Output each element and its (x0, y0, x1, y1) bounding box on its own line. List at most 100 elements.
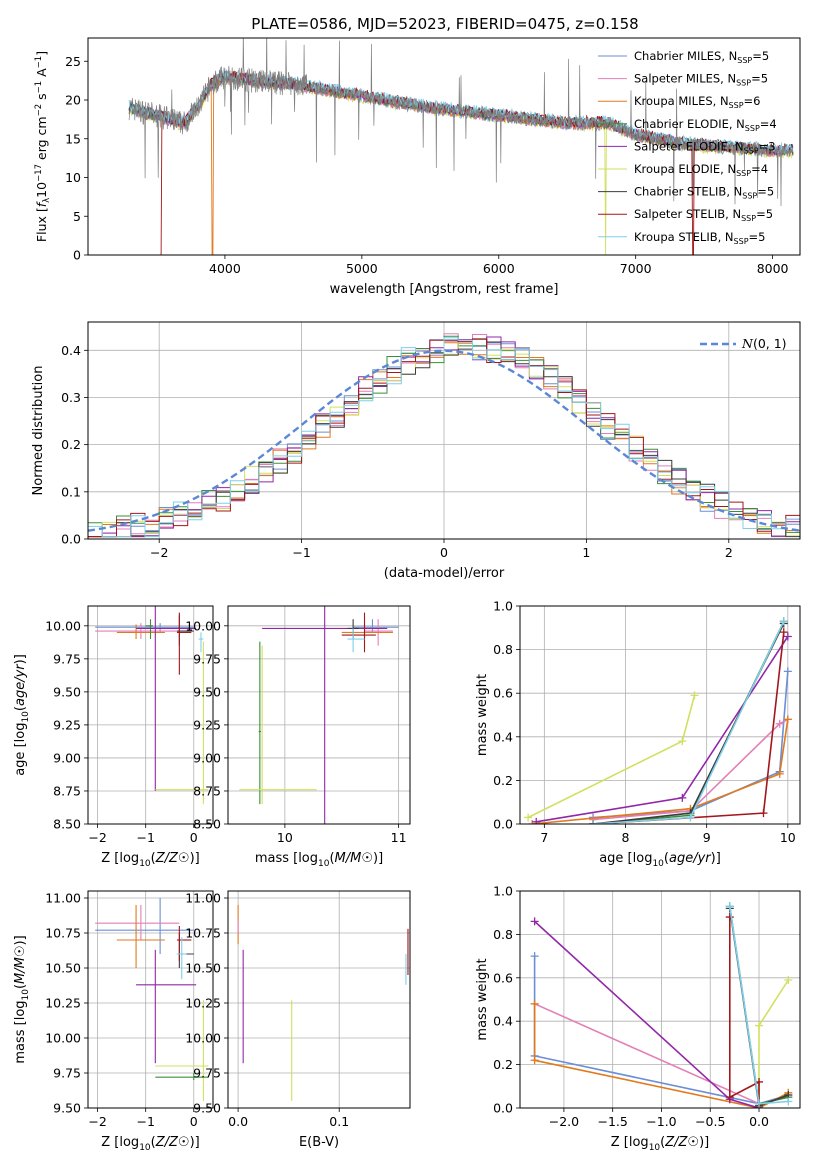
weight-line (592, 623, 785, 824)
legend-label: Salpeter STELIB, NSSP=5 (634, 207, 773, 223)
weight-vs-Z-x-label: Z [log10(Z/Z☉)] (611, 1135, 709, 1153)
x-tick-label: 6000 (483, 261, 515, 276)
label-part: )] (711, 851, 721, 866)
y-tick-label: 9.50 (53, 1101, 81, 1116)
residual-histogram-step (88, 337, 800, 538)
x-tick-label: −0.5 (695, 1114, 725, 1129)
label-part: mass [log (13, 1000, 28, 1063)
legend-label: Chabrier STELIB, NSSP=5 (634, 185, 774, 201)
figure-title: PLATE=0586, MJD=52023, FIBERID=0475, z=0… (251, 15, 638, 33)
label-part: 10 (21, 711, 31, 723)
label-part: SSP (736, 169, 751, 178)
label-part: ( (13, 706, 28, 711)
label-part: ( (151, 851, 156, 866)
mass-vs-Z-y-label: mass [log10(M/M☉)] (13, 935, 31, 1063)
label-part: 10 (318, 859, 330, 869)
axes-frame-age_vs_mass (227, 605, 411, 825)
label-part: mass [log (255, 851, 318, 866)
x-tick-label: 10 (277, 830, 293, 845)
weight_vs_age-y-label: mass weight (475, 674, 490, 756)
x-tick-label: −1.5 (598, 1114, 628, 1129)
residual-histograms (88, 333, 800, 538)
x-tick-label: 5000 (346, 261, 378, 276)
age-vs-Z-x-label: Z [log10(Z/Z☉)] (101, 851, 199, 869)
label-part: f (34, 201, 49, 207)
label-part: SSP (745, 124, 760, 133)
y-tick-label: 8.75 (53, 783, 81, 798)
label-part: )] (190, 851, 200, 866)
data-spectrum-line (128, 38, 794, 207)
weight-line (729, 917, 760, 1108)
y-tick-label: 9.25 (53, 717, 81, 732)
y-tick-label: 0.6 (493, 686, 513, 701)
label-part: Flux [ (34, 207, 49, 242)
weight-line (592, 718, 789, 821)
y-tick-label: 10.00 (185, 618, 221, 633)
label-part: ( (151, 1135, 156, 1150)
age_vs_mass-errorbars (239, 606, 399, 824)
weight-line (592, 620, 785, 824)
weight-marker (678, 737, 687, 746)
y-tick-label: 0 (73, 248, 81, 263)
label-part: Chabrier ELODIE, N (634, 117, 745, 131)
y-tick-label: 9.00 (193, 750, 221, 765)
x-tick-label: 7 (540, 830, 548, 845)
axes-frame-weight_vs_age (519, 605, 801, 825)
label-part: =6 (744, 94, 761, 108)
legend-label: Salpeter ELODIE, NSSP=3 (634, 139, 776, 155)
weight-marker (755, 1099, 764, 1108)
weight-marker (528, 820, 537, 824)
weight-marker (775, 719, 784, 728)
label-part: 10 (21, 989, 31, 1001)
label-part: SSP (734, 237, 749, 246)
label-part: age [log (599, 851, 652, 866)
label-part: ] (34, 51, 49, 56)
weight-marker (779, 628, 788, 637)
y-tick-label: 0.1 (61, 484, 81, 499)
x-tick-label: 8000 (757, 261, 789, 276)
y-tick-label: 9.75 (193, 651, 221, 666)
label-part: )] (13, 654, 28, 664)
normal-curve (88, 349, 800, 532)
label-part: Chabrier MILES, N (634, 49, 737, 63)
weight-line (592, 632, 785, 824)
y-tick-label: 0.2 (493, 773, 513, 788)
label-part: )] (373, 851, 383, 866)
x-tick-label: 0.0 (228, 1114, 248, 1129)
y-tick-label: 10.00 (45, 1031, 81, 1046)
x-tick-label: 11 (391, 830, 407, 845)
x-tick-label: 8 (622, 830, 630, 845)
legend-label: Chabrier MILES, NSSP=5 (634, 49, 769, 65)
y-tick-label: 0.3 (61, 390, 81, 405)
age-vs-mass-x-label: mass [log10(M/M☉)] (255, 851, 383, 869)
y-tick-label: 0.8 (493, 642, 513, 657)
y-tick-label: 9.50 (193, 1101, 221, 1116)
weight_vs_Z-lines (530, 902, 793, 1108)
label-part: Z [log (101, 851, 139, 866)
label-part: =5 (756, 207, 773, 221)
label-part: (0, 1) (753, 336, 787, 351)
mass-vs-Z-x-label: Z [log10(Z/Z☉)] (101, 1135, 199, 1153)
weight-marker (783, 667, 792, 676)
legend-label: N(0, 1) (741, 336, 787, 351)
label-part: M/M☉ (335, 851, 373, 866)
axes-mass_vs_EBV: 0.0 0.1 9.50 9.75 10.00 10.25 10.50 10.75 11.00 (185, 891, 410, 1129)
x-tick-label: 7000 (620, 261, 652, 276)
axes-frame-mass_vs_Z (87, 890, 214, 1109)
weight-marker (530, 917, 539, 926)
charts-layer: 4000 5000 6000 7000 80000510152025wavelength… (13, 37, 801, 1153)
axes-frame-spectrum (87, 37, 801, 256)
weight-marker (524, 813, 533, 822)
x-tick-label: 0 (440, 545, 448, 560)
label-part: ( (660, 1135, 665, 1150)
label-part: 10 (34, 182, 49, 198)
y-tick-label: 0.0 (493, 1101, 513, 1116)
x-tick-label: −1 (136, 1114, 154, 1129)
age_vs_Z-errorbars (95, 606, 209, 805)
axes-spectrum: 4000 5000 6000 7000 8000 0 5 10 15 20 25 (65, 54, 788, 276)
label-part: Salpeter ELODIE, N (634, 139, 744, 153)
weight-marker (784, 975, 793, 984)
label-part: s (34, 93, 49, 104)
y-tick-label: 11.00 (185, 891, 221, 906)
